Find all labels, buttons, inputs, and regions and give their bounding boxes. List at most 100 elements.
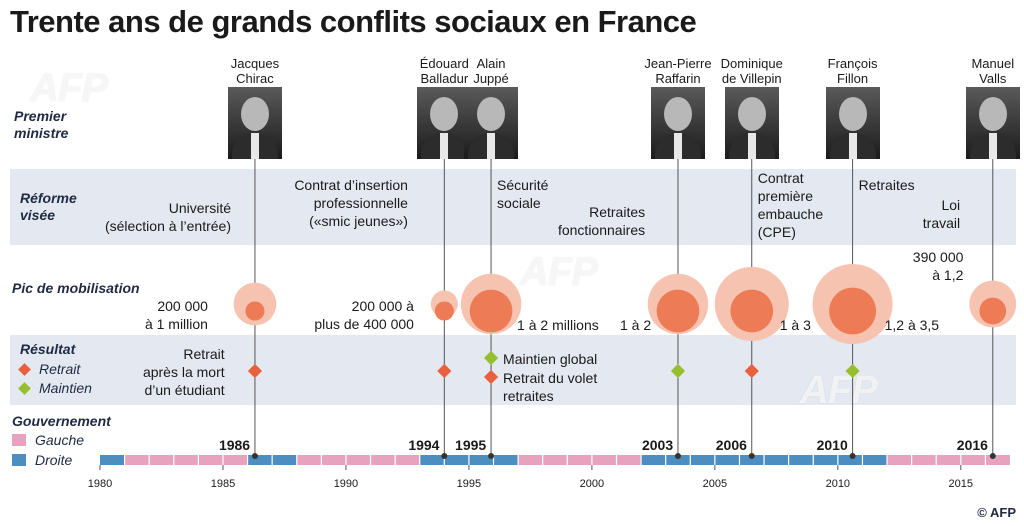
result-maintien-marker — [670, 363, 686, 379]
reform-text: Retraites — [858, 177, 915, 193]
result-retrait-marker — [437, 363, 452, 379]
mobilisation-min-bubble — [469, 289, 513, 333]
prime-minister-name: Jean-Pierre Raffarin — [644, 56, 712, 86]
x-tick-label: 2010 — [825, 478, 851, 490]
government-segment-gauche — [518, 455, 642, 465]
result-text: Retrait après la mort d’un étudiant — [142, 346, 225, 398]
result-text: Maintien global — [503, 351, 598, 367]
event-year-dot — [251, 453, 258, 459]
legend-retrait: Retrait — [18, 361, 81, 377]
portrait-shirt — [673, 133, 682, 159]
mobilisation-label: 200 000 à 1 million — [144, 298, 208, 332]
credit-label: AFP — [990, 505, 1016, 520]
result-retrait-marker — [744, 363, 759, 379]
event-year-label: 2006 — [715, 437, 747, 453]
result-retrait-marker — [483, 369, 499, 385]
mobilisation-min-bubble — [730, 289, 774, 333]
prime-minister-name: Manuel Valls — [971, 56, 1015, 86]
portrait-shirt — [487, 133, 496, 159]
government-segment-gauche — [887, 455, 1010, 465]
reform-text: Retraites fonctionnaires — [557, 204, 646, 238]
mobilisation-min-bubble — [434, 301, 454, 321]
portrait-shirt — [988, 133, 997, 159]
prime-minister-photo — [825, 87, 880, 159]
portrait-shirt — [848, 133, 857, 159]
event-year-dot — [488, 453, 495, 459]
result-maintien-marker — [483, 350, 499, 366]
prime-minister-name: Jacques Chirac — [230, 56, 280, 86]
mobilisation-label: 1 à 2 millions — [517, 317, 599, 333]
prime-minister-photo — [417, 87, 472, 159]
row-label-reforme: Réforme visée — [20, 190, 77, 223]
portrait-shirt — [747, 133, 756, 159]
event-year-dot — [674, 453, 681, 459]
portrait-face — [430, 97, 459, 131]
gauche-swatch — [12, 434, 26, 446]
x-tick-label: 1980 — [87, 478, 113, 490]
mobilisation-min-bubble — [829, 287, 877, 335]
portrait-face — [663, 97, 692, 131]
mobilisation-label: 390 000 à 1,2 — [912, 249, 964, 283]
afp-watermark: AFP — [520, 250, 598, 294]
event-year-label: 2016 — [956, 437, 988, 453]
government-segment-droite — [100, 455, 125, 465]
mobilisation-label: 1 à 3 — [779, 317, 811, 333]
legend-retrait-label: Retrait — [39, 361, 81, 377]
mobilisation-min-bubble — [245, 301, 265, 321]
portrait-face — [838, 97, 867, 131]
prime-minister-photo — [965, 87, 1020, 159]
event-year-dot — [748, 453, 755, 459]
legend-maintien: Maintien — [18, 380, 92, 396]
reform-text: Loi travail — [922, 197, 961, 231]
prime-minister-name: Dominique de Villepin — [720, 56, 783, 86]
droite-swatch — [12, 454, 26, 466]
portrait-face — [240, 97, 269, 131]
prime-minister-photo — [650, 87, 705, 159]
reform-text: Contrat première embauche (CPE) — [757, 170, 824, 240]
portrait-face — [978, 97, 1007, 131]
reform-text: Sécurité sociale — [497, 177, 549, 211]
legend-droite: Droite — [12, 452, 72, 468]
row-label-resultat: Résultat — [20, 341, 76, 357]
event-year-label: 1994 — [408, 437, 440, 453]
mobilisation-label: 1,2 à 3,5 — [884, 317, 940, 333]
band-reforme — [10, 169, 1016, 245]
prime-minister-name: François Fillon — [827, 56, 878, 86]
afp-watermark: AFP — [30, 66, 108, 110]
result-maintien-marker — [845, 363, 860, 379]
result-retrait-marker — [247, 363, 263, 379]
event-year-label: 1995 — [455, 437, 487, 453]
row-label-pic: Pic de mobilisation — [12, 280, 140, 296]
row-label-gouvernement: Gouvernement — [12, 413, 111, 429]
prime-minister-name: Édouard Balladur — [419, 56, 469, 86]
x-tick-label: 2015 — [948, 478, 974, 490]
mobilisation-label: 1 à 2 — [619, 317, 652, 333]
portrait-shirt — [440, 133, 449, 159]
prime-minister-photo — [724, 87, 779, 159]
x-tick-label: 2005 — [702, 478, 728, 490]
portrait-face — [737, 97, 766, 131]
x-tick-label: 1985 — [210, 478, 236, 490]
event-year-label: 2010 — [816, 437, 848, 453]
legend-gauche-label: Gauche — [35, 432, 85, 448]
x-tick-label: 2000 — [579, 478, 605, 490]
event-year-dot — [441, 453, 448, 459]
x-tick-label: 1990 — [333, 478, 359, 490]
mobilisation-min-bubble — [979, 297, 1007, 325]
portrait-face — [477, 97, 506, 131]
government-segment-gauche — [296, 455, 420, 465]
event-year-dot — [849, 453, 856, 459]
reform-text: Contrat d’insertion professionnelle («sm… — [294, 177, 408, 229]
portrait-shirt — [250, 133, 259, 159]
legend-gauche: Gauche — [12, 432, 84, 448]
mobilisation-min-bubble — [656, 289, 700, 333]
mobilisation-label: 200 000 à plus de 400 000 — [314, 298, 414, 332]
x-tick-label: 1995 — [456, 478, 482, 490]
legend-maintien-label: Maintien — [39, 380, 92, 396]
row-label-premier-ministre: Premier ministre — [14, 108, 69, 141]
afp-watermark: AFP — [800, 368, 878, 412]
chart-title: Trente ans de grands conflits sociaux en… — [10, 4, 697, 39]
prime-minister-photo — [464, 87, 519, 159]
event-year-dot — [989, 453, 996, 459]
